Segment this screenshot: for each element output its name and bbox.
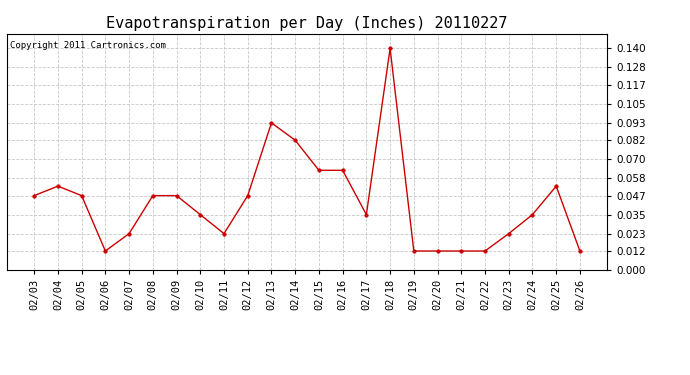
Text: Copyright 2011 Cartronics.com: Copyright 2011 Cartronics.com bbox=[10, 41, 166, 50]
Title: Evapotranspiration per Day (Inches) 20110227: Evapotranspiration per Day (Inches) 2011… bbox=[106, 16, 508, 31]
